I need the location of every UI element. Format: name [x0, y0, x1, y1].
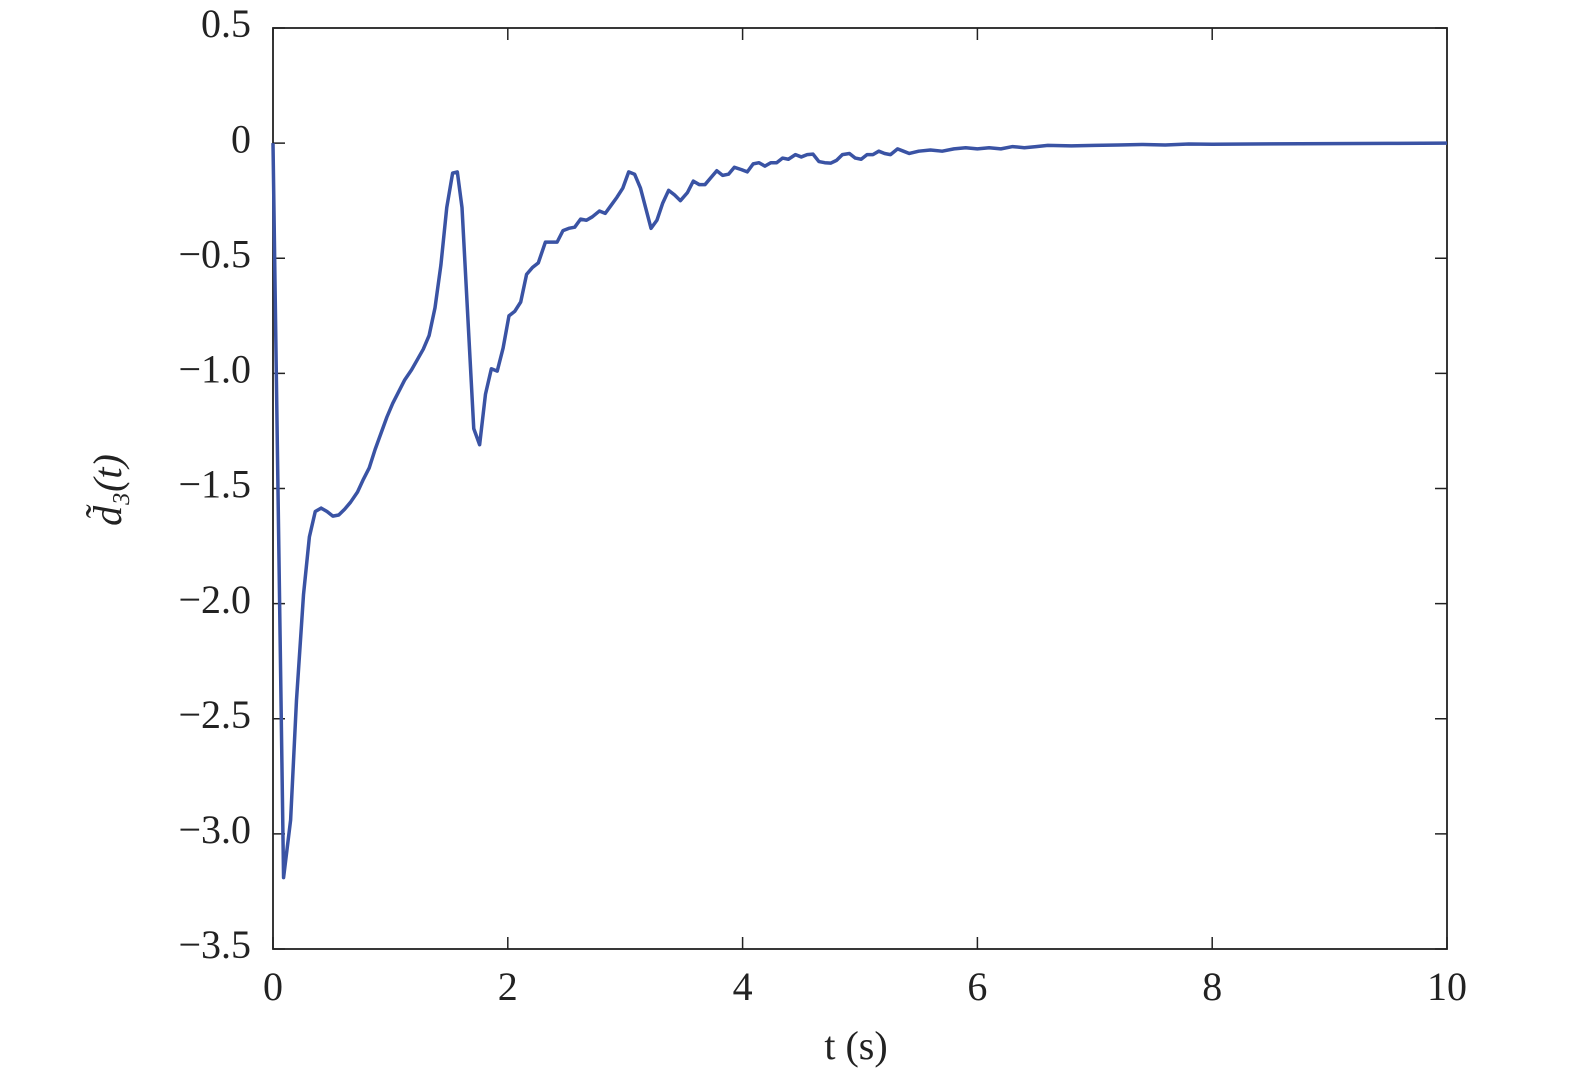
y-tick-label: −1.5	[178, 462, 251, 507]
y-tick-label: −2.0	[178, 577, 251, 622]
data-line	[271, 141, 1448, 880]
x-tick-label: 2	[498, 964, 518, 1009]
y-tick-label: −3.0	[178, 807, 251, 852]
y-tick-label: −3.5	[178, 922, 251, 967]
y-axis-label: d̃₃(t)	[85, 454, 130, 526]
x-tick-label: 0	[263, 964, 283, 1009]
y-tick-label: −2.5	[178, 692, 251, 737]
x-tick-label: 10	[1427, 964, 1467, 1009]
plot-frame	[272, 27, 1448, 950]
y-tick-label: −0.5	[178, 231, 251, 276]
x-axis-label: t (s)	[824, 1023, 887, 1068]
x-tick-label: 4	[733, 964, 753, 1009]
y-tick-label: 0	[231, 116, 251, 161]
x-tick-label: 6	[967, 964, 987, 1009]
x-tick-label: 8	[1202, 964, 1222, 1009]
y-tick-label: 0.5	[201, 1, 251, 46]
y-tick-label: −1.0	[178, 347, 251, 392]
